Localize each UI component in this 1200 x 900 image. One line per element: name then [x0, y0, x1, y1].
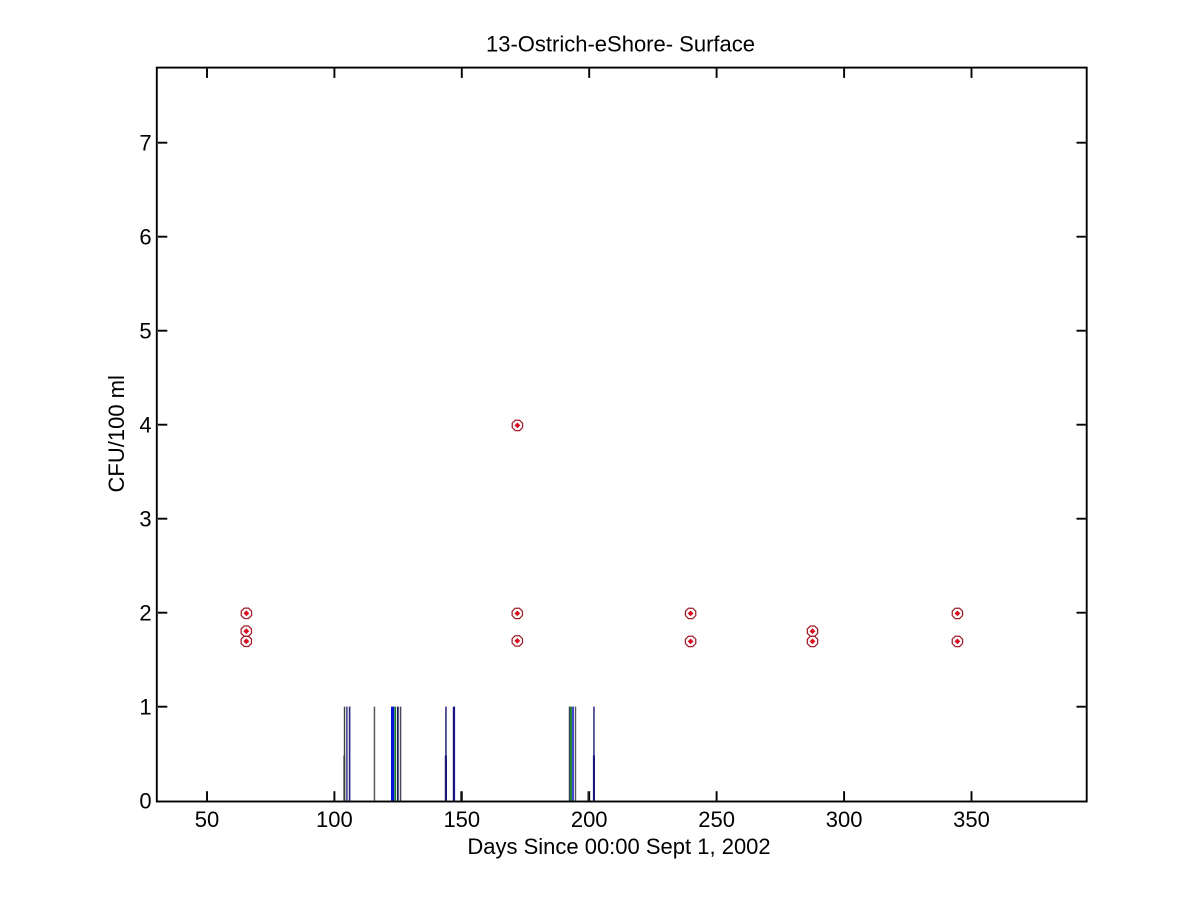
svg-text:200: 200 — [571, 807, 608, 832]
svg-text:Days Since 00:00 Sept 1, 2002: Days Since 00:00 Sept 1, 2002 — [467, 834, 770, 859]
svg-text:CFU/100 ml: CFU/100 ml — [104, 375, 129, 492]
svg-text:7: 7 — [139, 131, 151, 156]
svg-text:100: 100 — [316, 807, 353, 832]
svg-text:1: 1 — [139, 695, 151, 720]
svg-text:250: 250 — [698, 807, 735, 832]
svg-text:4: 4 — [139, 413, 151, 438]
svg-text:0: 0 — [139, 789, 151, 814]
svg-text:5: 5 — [139, 319, 151, 344]
svg-text:150: 150 — [443, 807, 480, 832]
svg-text:50: 50 — [195, 807, 219, 832]
svg-text:13-Ostrich-eShore- Surface: 13-Ostrich-eShore- Surface — [486, 32, 755, 57]
svg-text:300: 300 — [826, 807, 863, 832]
svg-text:2: 2 — [139, 601, 151, 626]
svg-text:6: 6 — [139, 225, 151, 250]
svg-text:3: 3 — [139, 507, 151, 532]
svg-text:350: 350 — [953, 807, 990, 832]
